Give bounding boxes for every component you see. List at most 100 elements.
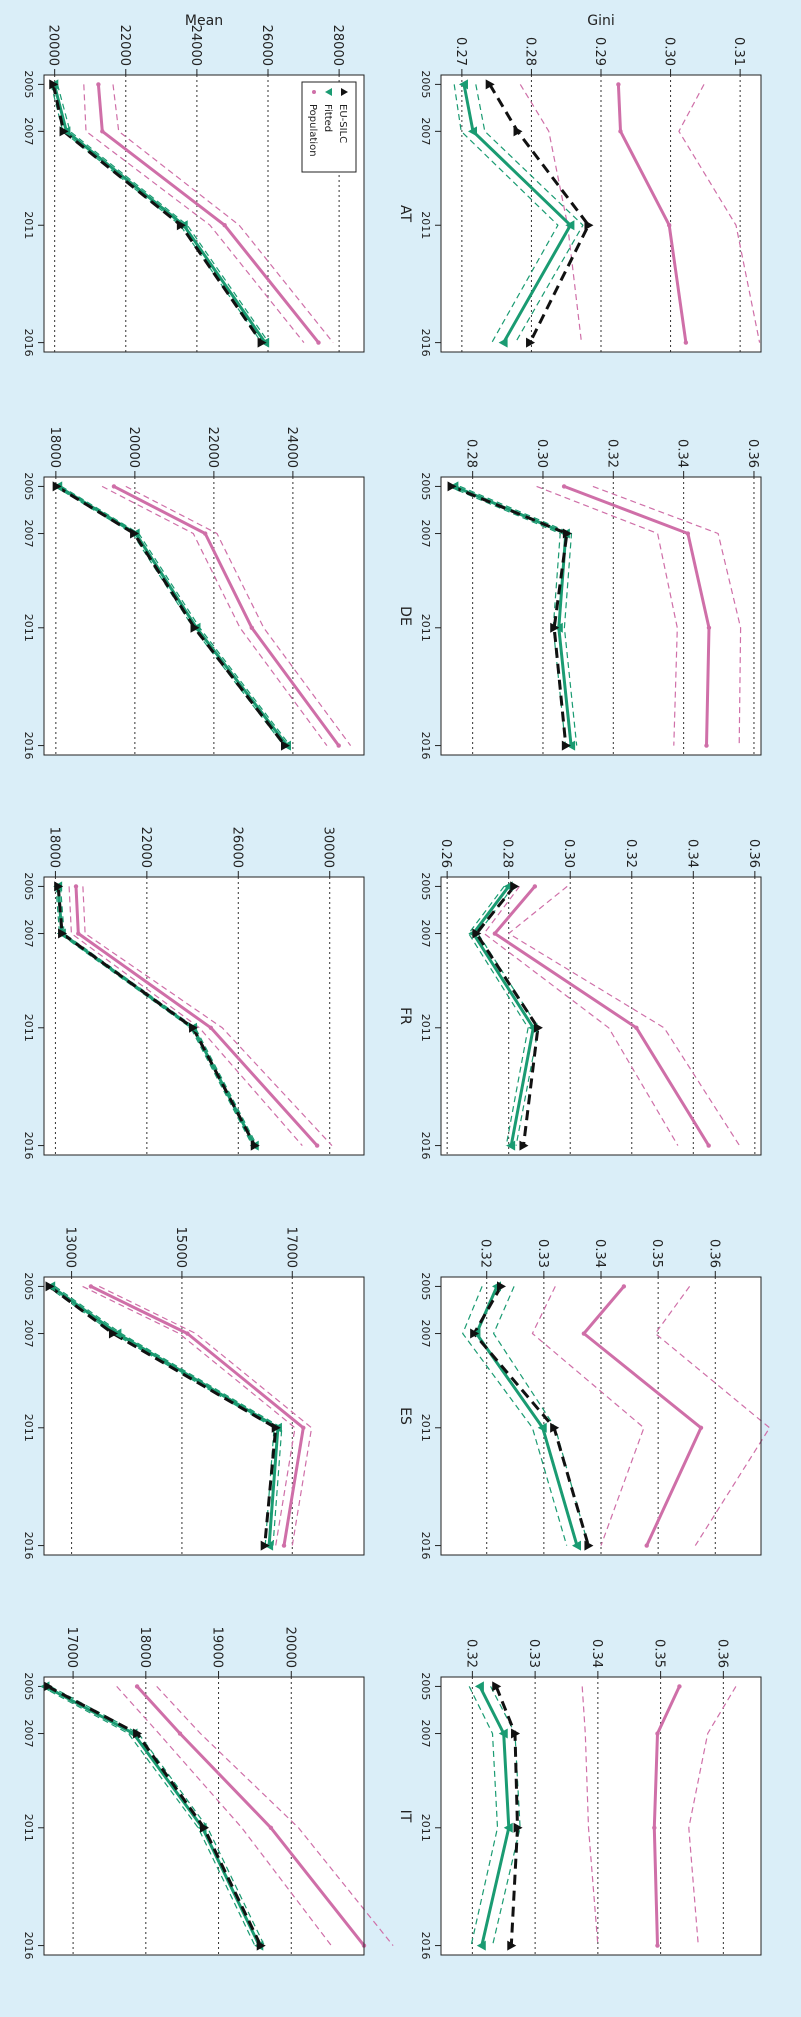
y-tick-label: 0.32 (623, 839, 638, 868)
data-point-population (677, 1684, 682, 1689)
panel-de-gini: 0.28 0.30 0.32 0.34 0.36 2005 2007 2011 2016 DE (397, 439, 762, 760)
series-line-population-upper (678, 84, 761, 343)
data-point-eu-silc (562, 528, 572, 539)
panel-fr-gini: 0.26 0.28 0.30 0.32 0.34 0.36 2005 2007 2011 2016… (397, 839, 762, 1160)
series-line-fitted (462, 84, 572, 344)
y-tick-label: 20000 (282, 1627, 297, 1668)
y-tick-label: 0.30 (561, 839, 576, 868)
data-point-eu-silc (513, 1822, 523, 1833)
y-tick-label: 30000 (321, 827, 336, 868)
x-tick-label: 2007 (419, 1720, 432, 1748)
y-tick-label: 26000 (229, 827, 244, 868)
data-point-fitted (506, 1140, 516, 1151)
data-point-eu-silc (271, 1422, 281, 1433)
data-point-eu-silc (507, 1940, 517, 1951)
data-point-eu-silc (133, 1728, 143, 1739)
data-point-fitted (474, 1681, 484, 1692)
data-point-population (76, 931, 81, 936)
x-tick-label: 2011 (22, 1814, 35, 1842)
y-tick-label: 0.33 (526, 1639, 541, 1668)
series-line-fitted (453, 485, 573, 746)
plot-frame (43, 1676, 365, 1956)
x-tick-label: 2005 (419, 1272, 432, 1300)
series-line-eu-silc (46, 1685, 263, 1947)
x-tick-label: 2016 (419, 1532, 432, 1560)
data-point-eu-silc (561, 740, 571, 751)
series-line-population (96, 84, 320, 344)
series-line-fitted-lower (462, 1286, 568, 1546)
x-tick-label: 2007 (419, 520, 432, 548)
y-tick-label: 0.34 (589, 1639, 604, 1668)
data-point-population (336, 743, 341, 748)
data-point-population (704, 743, 709, 748)
plot-frame (440, 74, 762, 353)
x-tick-label: 2005 (22, 1672, 35, 1700)
series-line-population-upper (688, 1686, 737, 1946)
y-tick-label: 20000 (46, 25, 61, 66)
series-line-population-lower (536, 485, 678, 746)
y-axis-label: Mean (185, 13, 223, 29)
panel-it-gini: 0.32 0.33 0.34 0.35 0.36 2005 2007 2011 2016 IT (397, 1639, 762, 1960)
y-tick-label: 0.26 (438, 839, 453, 868)
series-line-population-upper (112, 84, 334, 343)
series-line-population (616, 84, 688, 343)
data-point-eu-silc (511, 1728, 521, 1739)
data-point-population (621, 1284, 627, 1289)
plot-frame (43, 1276, 365, 1556)
series-line-population (135, 1685, 366, 1947)
series-line-population (563, 484, 711, 746)
data-point-eu-silc (485, 79, 495, 90)
data-point-population (644, 1543, 649, 1548)
data-point-eu-silc (54, 881, 64, 892)
legend-box (301, 81, 357, 173)
series-line-population-lower (519, 84, 583, 343)
series-line-population-lower (68, 886, 303, 1146)
series-line-fitted-upper (50, 1685, 265, 1946)
y-tick-label: 19000 (210, 1627, 225, 1668)
y-tick-label: 0.32 (604, 439, 619, 468)
data-point-eu-silc (200, 1822, 209, 1833)
series-line-population-lower (116, 1685, 332, 1946)
series-line-fitted (474, 1285, 579, 1547)
y-axis-label: Gini (587, 13, 615, 29)
x-tick-label: 2016 (419, 1932, 432, 1960)
data-point-population (616, 82, 621, 87)
x-tick-label: 2007 (419, 117, 432, 145)
plot-frame (440, 476, 762, 756)
y-tick-label: 0.36 (745, 439, 760, 468)
x-tick-label: 2007 (22, 1320, 35, 1348)
x-tick-label: 2011 (22, 1414, 35, 1442)
y-tick-label: 18000 (137, 1627, 152, 1668)
data-point-population (88, 1284, 94, 1289)
y-tick-label: 0.35 (652, 1639, 667, 1668)
data-point-population (96, 82, 101, 87)
series-line-eu-silc (51, 84, 263, 344)
data-point-eu-silc (176, 220, 186, 231)
series-line-eu-silc (450, 485, 569, 746)
data-point-population (222, 223, 227, 228)
x-tick-label: 2016 (419, 329, 432, 357)
x-tick-label: 2016 (419, 732, 432, 760)
series-line-population-upper (508, 885, 741, 1146)
data-point-eu-silc (256, 1940, 266, 1951)
series-line-population-lower (531, 1286, 645, 1546)
y-tick-label: 22000 (205, 427, 220, 468)
x-tick-label: 2011 (419, 1014, 432, 1042)
series-line-eu-silc (472, 1285, 590, 1547)
panel-title: DE (397, 606, 413, 626)
y-tick-label: 15000 (173, 1227, 188, 1268)
data-point-population (666, 223, 672, 228)
x-tick-label: 2005 (22, 472, 35, 500)
panel-es-mean: 13000 15000 17000 2005 2007 2011 2016 (22, 1227, 365, 1560)
data-point-eu-silc (280, 740, 290, 751)
plot-area (44, 477, 364, 755)
y-tick-label: 0.30 (534, 439, 549, 468)
data-point-fitted (572, 1540, 581, 1551)
data-point-population (301, 1425, 306, 1430)
y-tick-label: 22000 (117, 25, 132, 66)
data-point-population (73, 884, 79, 889)
legend-marker-eu-silc (341, 88, 348, 96)
legend-marker-population (312, 90, 316, 94)
plot-frame (43, 476, 365, 756)
